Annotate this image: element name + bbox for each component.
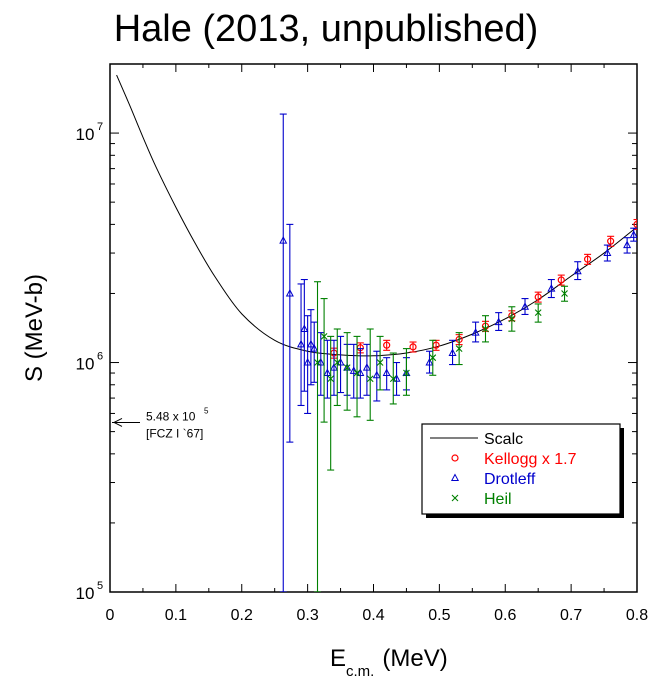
data-point bbox=[327, 375, 335, 383]
data-point bbox=[392, 374, 401, 382]
legend: Scalc Kellogg x 1.7 Drotleff Heil bbox=[421, 423, 624, 518]
annotation-line2: [FCZ I `67] bbox=[146, 426, 203, 440]
data-point bbox=[383, 341, 391, 349]
y-tick-exponent: 6 bbox=[97, 351, 103, 363]
data-point bbox=[310, 344, 319, 352]
data-point bbox=[362, 363, 371, 371]
legend-label: Kellogg x 1.7 bbox=[484, 451, 577, 468]
data-point bbox=[607, 237, 615, 245]
data-point bbox=[403, 369, 410, 377]
data-point bbox=[314, 359, 321, 366]
data-point bbox=[366, 375, 374, 383]
data-point bbox=[633, 220, 637, 228]
data-point bbox=[349, 366, 358, 374]
legend-label: Scalc bbox=[484, 431, 523, 448]
annotation-exponent: 5 bbox=[204, 406, 209, 415]
legend-marker bbox=[451, 454, 459, 462]
data-point bbox=[356, 368, 365, 377]
x-tick-label: 0.5 bbox=[428, 607, 450, 624]
annotation: 5.48 x 10 5 [FCZ I `67] bbox=[112, 406, 209, 440]
x-tick-label: 0 bbox=[106, 607, 115, 624]
data-point bbox=[429, 354, 437, 362]
x-tick-label: 0.3 bbox=[297, 607, 319, 624]
data-point bbox=[573, 266, 582, 275]
data-point bbox=[494, 317, 503, 326]
x-tick-label: 0.7 bbox=[560, 607, 582, 624]
data-point bbox=[297, 339, 306, 348]
data-point bbox=[561, 290, 568, 297]
data-point bbox=[333, 359, 341, 366]
data-point bbox=[534, 293, 542, 301]
data-point bbox=[303, 357, 312, 366]
data-point bbox=[323, 368, 332, 377]
y-tick-label: 10 bbox=[76, 355, 95, 374]
data-point bbox=[409, 343, 417, 351]
data-point bbox=[285, 288, 294, 297]
y-tick-label: 10 bbox=[76, 584, 95, 603]
data-point bbox=[448, 348, 457, 357]
data-point bbox=[455, 345, 463, 352]
data-point bbox=[300, 324, 309, 333]
x-tick-label: 0.1 bbox=[165, 607, 187, 624]
x-tick-label: 0.8 bbox=[626, 607, 648, 624]
legend-marker bbox=[450, 473, 460, 481]
data-point bbox=[336, 357, 345, 366]
data-point bbox=[520, 302, 530, 310]
data-point bbox=[534, 309, 542, 317]
y-axis-label: S (MeV-b) bbox=[21, 274, 48, 382]
data-point bbox=[343, 364, 351, 372]
data-point bbox=[623, 240, 632, 249]
legend-marker bbox=[451, 494, 459, 502]
series-drotleff bbox=[279, 113, 637, 592]
data-point bbox=[382, 368, 391, 377]
y-tick-label: 10 bbox=[76, 125, 95, 144]
data-point bbox=[353, 369, 361, 377]
chart-title: Hale (2013, unpublished) bbox=[113, 8, 539, 50]
y-tick-exponent: 7 bbox=[97, 121, 103, 133]
legend-box bbox=[421, 423, 621, 515]
data-point bbox=[376, 359, 384, 366]
annotation-line1: 5.48 x 10 bbox=[146, 409, 196, 423]
y-tick-exponent: 5 bbox=[97, 580, 103, 592]
data-point bbox=[471, 328, 480, 336]
x-tick-label: 0.2 bbox=[231, 607, 253, 624]
data-point bbox=[508, 315, 516, 323]
data-point bbox=[279, 236, 288, 244]
data-point bbox=[306, 339, 315, 348]
series-layer bbox=[116, 74, 637, 592]
data-point bbox=[557, 276, 565, 284]
data-point bbox=[316, 357, 325, 366]
scalc-curve bbox=[116, 74, 637, 357]
series-scalc bbox=[116, 74, 637, 357]
data-point bbox=[389, 375, 397, 383]
data-point bbox=[603, 248, 612, 257]
data-point bbox=[329, 363, 339, 371]
annotation-arrowhead bbox=[113, 418, 123, 427]
series-heil bbox=[314, 281, 569, 592]
data-point bbox=[320, 333, 328, 340]
x-axis-label: Ec.m. (MeV) bbox=[330, 645, 448, 680]
legend-label: Drotleff bbox=[484, 471, 536, 488]
x-tick-label: 0.6 bbox=[494, 607, 516, 624]
data-point bbox=[547, 284, 556, 292]
x-tick-label: 0.4 bbox=[362, 607, 384, 624]
legend-label: Heil bbox=[484, 491, 512, 508]
data-point bbox=[372, 370, 381, 379]
data-point bbox=[629, 230, 637, 238]
data-point bbox=[425, 357, 434, 366]
data-point bbox=[482, 325, 489, 333]
axis-labels: Ec.m. (MeV) S (MeV-b) bbox=[21, 274, 448, 680]
data-point bbox=[583, 255, 592, 263]
